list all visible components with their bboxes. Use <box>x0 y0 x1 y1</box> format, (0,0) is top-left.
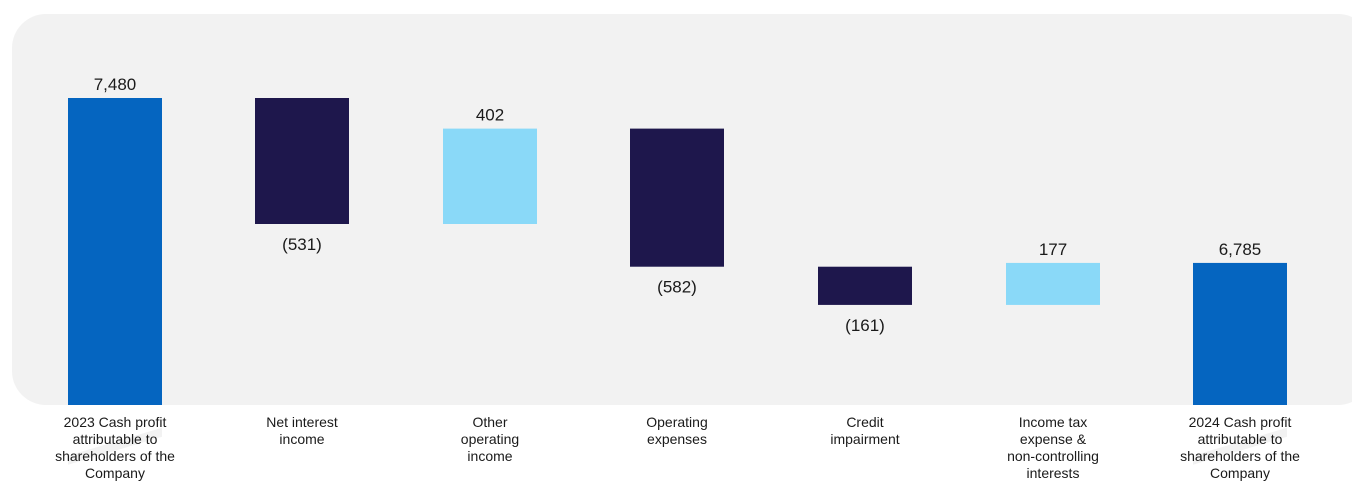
bar-4 <box>630 128 724 267</box>
data-label-7: 6,785 <box>1219 240 1262 259</box>
category-label-7: 2024 Cash profit attributable to sharehold… <box>1165 414 1315 482</box>
category-label-line: income <box>279 431 325 447</box>
category-label-line: Credit <box>846 414 884 430</box>
category-label-line: income <box>467 448 513 464</box>
category-label-line: Company <box>1210 465 1270 481</box>
category-label-5: Credit impairment <box>790 414 940 448</box>
bar-3 <box>443 128 537 224</box>
category-label-line: non-controlling <box>1007 448 1099 464</box>
category-label-line: attributable to <box>1197 431 1283 447</box>
bar-2 <box>255 98 349 224</box>
data-label-1: 7,480 <box>94 75 137 94</box>
category-label-line: Other <box>472 414 508 430</box>
category-label-line: shareholders of the <box>1180 448 1300 464</box>
axis-break-mark-1 <box>68 427 162 465</box>
category-label-line: 2024 Cash profit <box>1188 414 1292 430</box>
data-label-6: 177 <box>1039 240 1067 259</box>
bar-1 <box>68 98 162 405</box>
category-label-line: operating <box>460 431 520 447</box>
category-label-line: attributable to <box>72 431 158 447</box>
category-label-line: expenses <box>647 431 707 447</box>
data-label-3: 402 <box>476 106 504 125</box>
category-label-line: Net interest <box>266 414 338 430</box>
axis-break-mark-7 <box>1193 427 1287 465</box>
category-label-line: Operating <box>646 414 708 430</box>
category-label-line: interests <box>1026 465 1080 481</box>
category-label-line: Income tax <box>1018 414 1088 430</box>
category-label-3: Other operating income <box>415 414 565 465</box>
bar-5 <box>818 266 912 305</box>
data-label-4: (582) <box>657 278 697 297</box>
category-label-4: Operating expenses <box>602 414 752 448</box>
data-label-5: (161) <box>845 316 885 335</box>
category-label-line: expense & <box>1019 431 1087 447</box>
category-label-1: 2023 Cash profit attributable to sharehold… <box>40 414 190 482</box>
category-label-line: Company <box>85 465 145 481</box>
category-label-line: 2023 Cash profit <box>63 414 167 430</box>
category-label-6: Income tax expense & non-controlling intere… <box>978 414 1128 482</box>
category-label-2: Net interest income <box>227 414 377 448</box>
category-label-line: shareholders of the <box>55 448 175 464</box>
category-label-line: impairment <box>830 431 900 447</box>
data-label-2: (531) <box>282 235 322 254</box>
bar-7 <box>1193 262 1287 405</box>
bar-6 <box>1006 262 1100 305</box>
